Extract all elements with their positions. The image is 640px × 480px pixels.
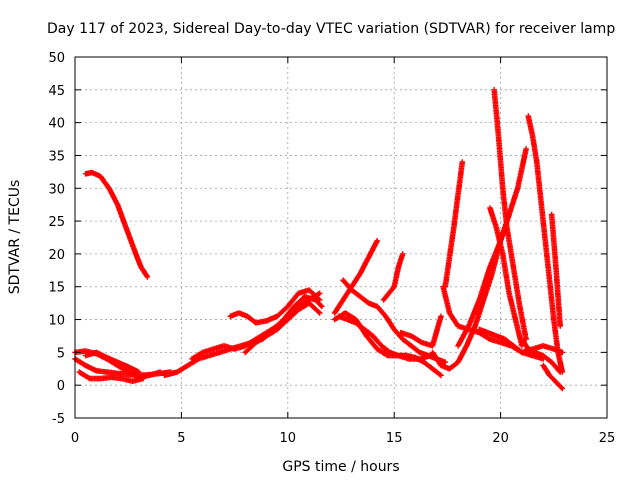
y-tick-labels: -5 0 5 10 15 20 25 30 35 40 45 50	[48, 51, 65, 427]
data-series-arc-c	[76, 369, 146, 384]
data-series-arc-h	[242, 290, 323, 356]
x-tick-label: 25	[599, 431, 616, 446]
y-tick-label: 5	[57, 346, 65, 361]
data-series-arc-y	[476, 326, 566, 356]
x-tick-label: 20	[492, 431, 509, 446]
x-axis-label: GPS time / hours	[282, 459, 399, 475]
y-tick-label: -5	[52, 412, 65, 427]
data-series-arc-l	[331, 310, 434, 362]
x-tick-labels: 0 5 10 15 20 25	[71, 431, 615, 446]
data-series-arc-j	[340, 277, 449, 365]
data-series-arc-v	[548, 211, 563, 329]
data-series-arc-g	[227, 287, 323, 326]
x-tick-label: 15	[386, 431, 403, 446]
x-tick-label: 10	[280, 431, 297, 446]
y-tick-label: 0	[57, 379, 65, 394]
data-series-arc-s	[491, 87, 529, 342]
data-series-arc-u	[525, 113, 566, 375]
y-tick-label: 20	[48, 248, 65, 263]
data-series-arc-early-high	[82, 169, 151, 280]
y-tick-label: 10	[48, 314, 65, 329]
y-tick-label: 40	[48, 117, 65, 132]
data-series-arc-p	[442, 159, 466, 290]
data-series-arc-t	[487, 205, 525, 349]
data-layer	[72, 87, 566, 392]
data-series-arc-x	[540, 362, 566, 392]
x-tick-label: 0	[71, 431, 79, 446]
x-tick-label: 5	[177, 431, 185, 446]
data-series-arc-n	[397, 313, 444, 349]
y-tick-label: 15	[48, 281, 65, 296]
y-axis-label: SDTVAR / TECUs	[7, 180, 23, 295]
y-tick-label: 50	[48, 51, 65, 66]
y-tick-label: 30	[48, 182, 65, 197]
chart-title: Day 117 of 2023, Sidereal Day-to-day VTE…	[47, 21, 615, 37]
y-tick-label: 25	[48, 215, 65, 230]
plot-frame	[74, 56, 608, 419]
y-tick-label: 45	[48, 84, 65, 99]
data-series-arc-d	[82, 349, 142, 375]
data-series-arc-m	[380, 251, 406, 303]
grid-lines	[75, 57, 607, 418]
y-tick-label: 35	[48, 149, 65, 164]
axis-ticks	[74, 56, 608, 419]
